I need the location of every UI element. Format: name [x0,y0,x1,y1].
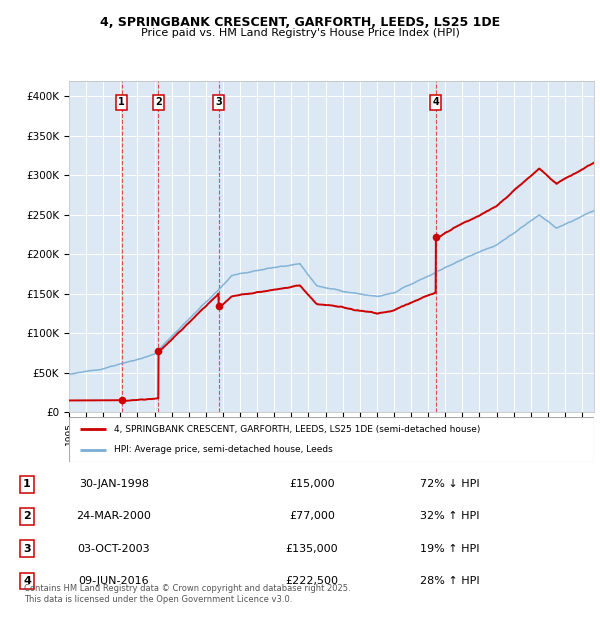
Text: 3: 3 [23,544,31,554]
Text: 03-OCT-2003: 03-OCT-2003 [77,544,151,554]
Text: £222,500: £222,500 [286,576,338,586]
Text: 2: 2 [155,97,162,107]
Text: £135,000: £135,000 [286,544,338,554]
Text: 1: 1 [23,479,31,489]
Text: 4, SPRINGBANK CRESCENT, GARFORTH, LEEDS, LS25 1DE (semi-detached house): 4, SPRINGBANK CRESCENT, GARFORTH, LEEDS,… [113,425,480,434]
Text: HPI: Average price, semi-detached house, Leeds: HPI: Average price, semi-detached house,… [113,445,332,454]
Text: 24-MAR-2000: 24-MAR-2000 [77,512,151,521]
Text: 32% ↑ HPI: 32% ↑ HPI [420,512,480,521]
Text: 2: 2 [23,512,31,521]
Text: 30-JAN-1998: 30-JAN-1998 [79,479,149,489]
Text: 4: 4 [23,576,31,586]
Text: £77,000: £77,000 [289,512,335,521]
Text: 28% ↑ HPI: 28% ↑ HPI [420,576,480,586]
Text: 09-JUN-2016: 09-JUN-2016 [79,576,149,586]
Text: 1: 1 [118,97,125,107]
Text: 4: 4 [432,97,439,107]
Text: Contains HM Land Registry data © Crown copyright and database right 2025.
This d: Contains HM Land Registry data © Crown c… [24,583,350,604]
Text: £15,000: £15,000 [289,479,335,489]
Text: 19% ↑ HPI: 19% ↑ HPI [420,544,480,554]
Text: 72% ↓ HPI: 72% ↓ HPI [420,479,480,489]
Text: 4, SPRINGBANK CRESCENT, GARFORTH, LEEDS, LS25 1DE: 4, SPRINGBANK CRESCENT, GARFORTH, LEEDS,… [100,16,500,29]
FancyBboxPatch shape [69,417,594,462]
Text: Price paid vs. HM Land Registry's House Price Index (HPI): Price paid vs. HM Land Registry's House … [140,28,460,38]
Text: 3: 3 [215,97,222,107]
